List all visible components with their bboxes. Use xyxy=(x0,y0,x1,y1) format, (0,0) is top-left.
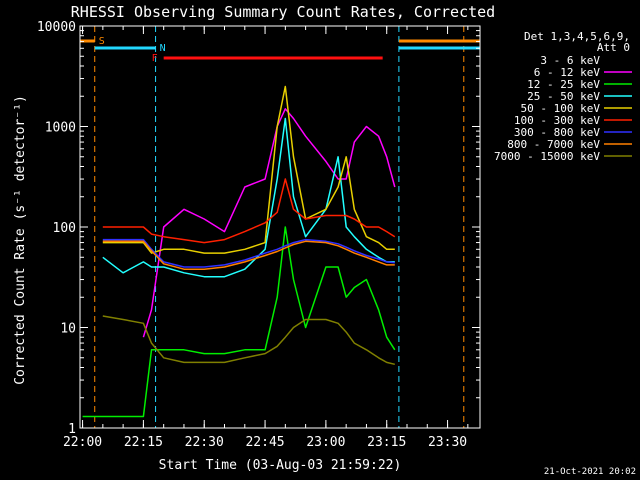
legend-title: Att 0 xyxy=(597,41,630,54)
legend-entry-label: 300 - 800 keV xyxy=(514,126,600,139)
series-line xyxy=(102,240,395,270)
x-axis-label: Start Time (03-Aug-03 21:59:22) xyxy=(159,458,402,473)
x-tick-label: 22:30 xyxy=(185,435,224,450)
y-axis-label: Corrected Count Rate (s⁻¹ detector⁻¹) xyxy=(13,95,28,385)
x-tick-label: 22:45 xyxy=(245,435,284,450)
y-tick-label: 100 xyxy=(53,221,76,236)
x-tick-label: 23:30 xyxy=(428,435,467,450)
y-tick-label: 1 xyxy=(68,422,76,437)
chart-title: RHESSI Observing Summary Count Rates, Co… xyxy=(71,3,495,21)
y-tick-label: 1000 xyxy=(45,121,76,136)
legend-entry-label: 12 - 25 keV xyxy=(527,78,600,91)
legend-entry-label: 800 - 7000 keV xyxy=(507,138,600,151)
legend-entry-label: 50 - 100 keV xyxy=(521,102,601,115)
series-line xyxy=(142,125,396,398)
y-tick-label: 10000 xyxy=(37,20,76,35)
x-tick-label: 23:15 xyxy=(367,435,406,450)
footer-timestamp: 21-Oct-2021 20:02 xyxy=(544,467,636,477)
flare-label: F xyxy=(152,53,158,64)
series-line xyxy=(102,238,395,268)
night-label: N xyxy=(160,43,166,54)
series-line xyxy=(82,226,396,418)
x-tick-label: 22:15 xyxy=(124,435,163,450)
legend-entry-label: 100 - 300 keV xyxy=(514,114,600,127)
x-tick-label: 22:00 xyxy=(63,435,102,450)
legend-title: Det 1,3,4,5,6,9, xyxy=(524,30,630,43)
plot-area: S NF xyxy=(80,26,480,428)
legend-entry-label: 3 - 6 keV xyxy=(540,54,600,67)
series-line xyxy=(102,178,396,244)
legend-entry-label: 25 - 50 keV xyxy=(527,90,600,103)
legend-entry-label: 6 - 12 keV xyxy=(534,66,601,79)
legend-entry-label: 7000 - 15000 keV xyxy=(494,150,600,163)
series-line xyxy=(102,315,395,366)
saa-label: S xyxy=(99,36,105,47)
x-tick-label: 23:00 xyxy=(306,435,345,450)
axes: 1 10 100 1000 10000 22:00 22:15 22:30 22:45 23:00… xyxy=(37,20,481,450)
y-tick-label: 10 xyxy=(60,322,76,337)
series-line xyxy=(102,117,395,278)
series-line xyxy=(142,108,396,338)
